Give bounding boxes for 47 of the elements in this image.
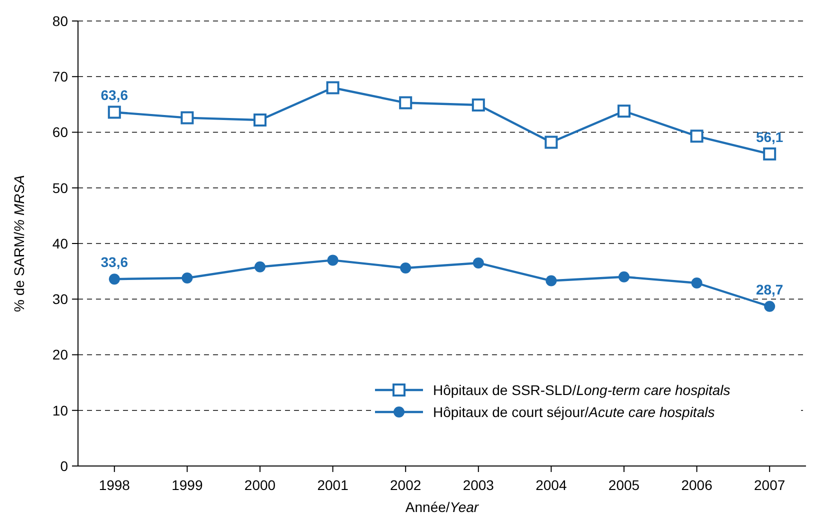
point	[182, 272, 193, 284]
y-tick-label: 10	[52, 402, 68, 418]
point	[254, 114, 266, 127]
legend-label: Hôpitaux de SSR-SLD/Long-term care hospitals	[433, 382, 730, 398]
point	[618, 271, 630, 282]
point	[618, 104, 630, 118]
point	[763, 147, 776, 160]
point	[472, 98, 485, 112]
y-tick-label: 40	[52, 235, 68, 252]
y-axis-title: % de SARM/% MRSA	[11, 175, 27, 312]
point	[327, 254, 338, 266]
y-tick-label: 30	[52, 291, 68, 308]
x-tick-label: 2000	[244, 477, 276, 493]
legend-label: Hôpitaux de court séjour/Acute care hospitals	[433, 404, 715, 420]
x-axis-title: Année/Year	[405, 499, 480, 515]
y-tick-label: 70	[52, 68, 68, 85]
x-tick-label: 1998	[98, 477, 130, 493]
point	[108, 274, 120, 285]
y-tick-label: 80	[52, 12, 68, 29]
point	[764, 300, 776, 312]
point	[691, 277, 702, 288]
x-tick-label: 1999	[172, 477, 203, 493]
point	[690, 130, 704, 143]
point	[108, 106, 121, 119]
point	[400, 262, 412, 274]
y-tick-label: 20	[52, 346, 68, 363]
x-tick-label: 2002	[390, 477, 422, 493]
data-label: 33,6	[100, 254, 128, 270]
x-tick-label: 2005	[608, 477, 640, 493]
point	[546, 275, 557, 286]
data-label: 63,6	[100, 87, 128, 104]
y-tick-label: 0	[60, 458, 68, 474]
x-tick-label: 2006	[681, 477, 713, 493]
y-tick-label: 50	[52, 180, 68, 196]
data-label: 56,1	[756, 128, 784, 145]
x-tick-label: 2007	[754, 477, 786, 493]
x-tick-label: 2001	[317, 477, 349, 493]
y-tick-label: 60	[52, 124, 68, 140]
point	[254, 261, 266, 272]
point	[472, 257, 484, 268]
point	[544, 136, 558, 149]
point	[326, 81, 340, 94]
x-tick-label: 2004	[536, 477, 567, 493]
data-label: 28,7	[756, 281, 784, 298]
x-tick-label: 2003	[462, 477, 494, 493]
point	[180, 111, 194, 124]
point	[399, 96, 412, 110]
